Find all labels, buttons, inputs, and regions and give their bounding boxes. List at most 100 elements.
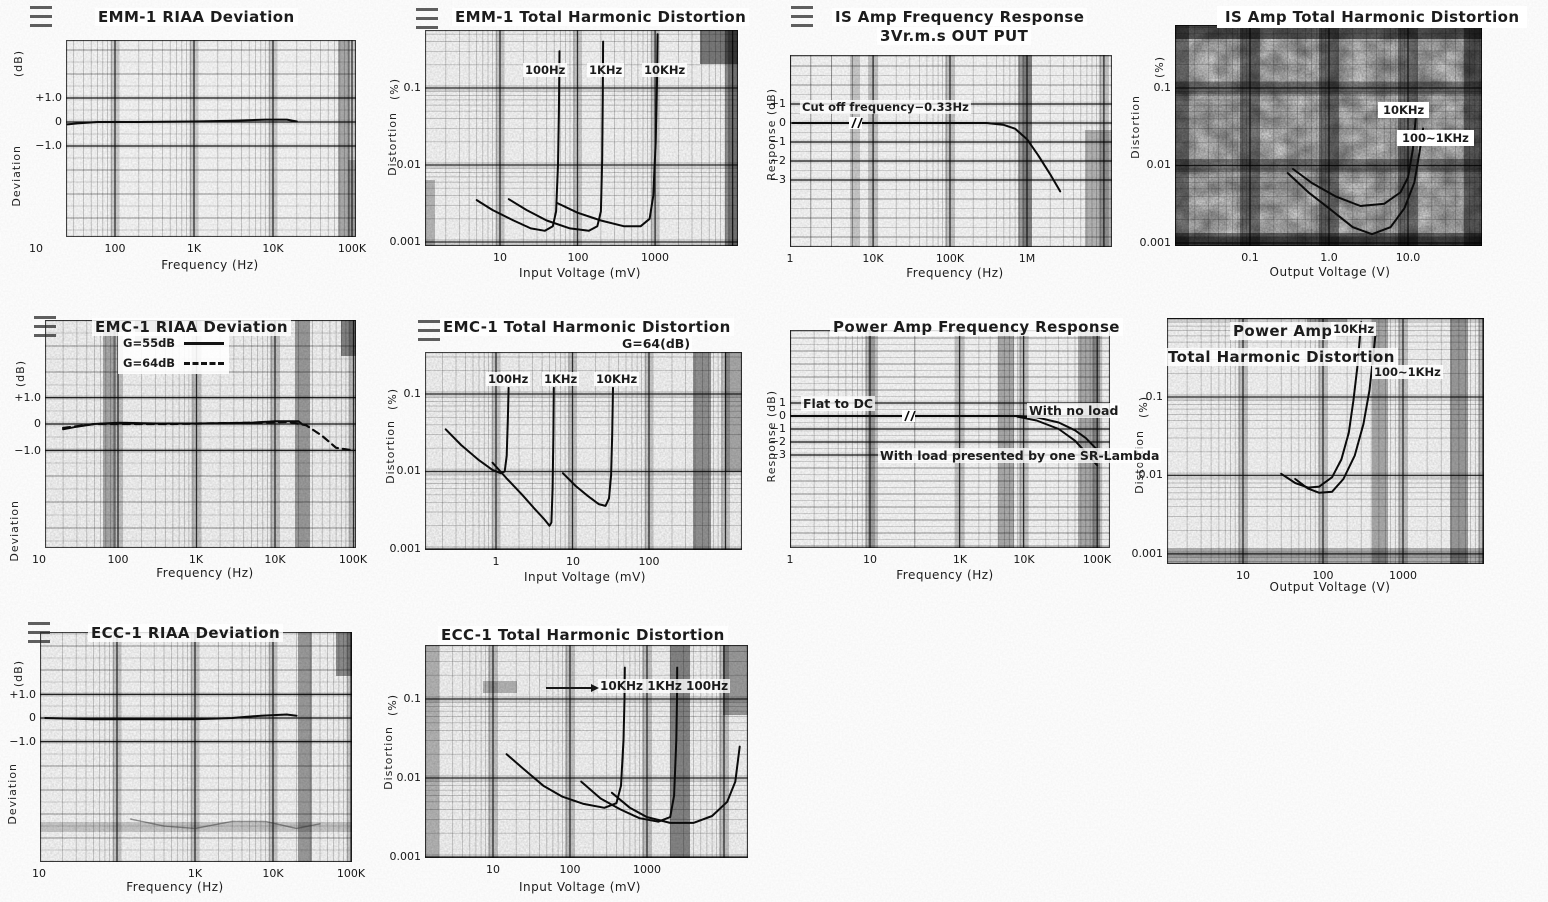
x-tick-label: 1K — [952, 553, 968, 566]
x-axis-label: Output Voltage (V) — [1269, 580, 1391, 594]
x-tick-label: 100 — [638, 555, 660, 568]
chart-title: Power Amp — [1230, 322, 1336, 340]
y-tick-label: 0.01 — [396, 158, 422, 171]
curve-label: 10KHz — [642, 63, 688, 77]
y-tick-label: 0.01 — [1138, 468, 1164, 481]
x-tick-label: 100K — [336, 867, 366, 880]
scan-grain-overlay — [66, 40, 356, 237]
chart-title: IS Amp Total Harmonic Distortion — [1217, 6, 1528, 28]
x-tick-label: 1 — [786, 252, 794, 265]
curve-label: 10KHz — [1378, 102, 1430, 118]
y-tick-label: 0.1 — [403, 387, 422, 400]
x-axis-label: Output Voltage (V) — [1269, 265, 1391, 279]
curve-g-64db — [62, 420, 355, 452]
axis-break-icon — [904, 410, 910, 422]
legend-row: G=55dB — [123, 333, 225, 353]
y-tick-label: 0.001 — [1131, 547, 1164, 560]
legend-label: G=64dB — [123, 356, 176, 370]
y-tick-label: −1 — [769, 422, 786, 435]
x-tick-label: 1000 — [641, 251, 669, 264]
x-axis-label: Frequency (Hz) — [156, 566, 254, 580]
x-tick-label: 100K — [1082, 553, 1112, 566]
x-axis-label: Input Voltage (mV) — [519, 266, 641, 280]
chart-emm1-riaa-deviation: EMM-1 RIAA Deviation (dB) Deviation Freq… — [0, 0, 372, 300]
plot-area — [40, 632, 352, 862]
y-tick-label: 0.01 — [1146, 158, 1172, 171]
y-tick-label: −1.0 — [14, 444, 41, 457]
chart-subtitle: Total Harmonic Distortion — [1165, 348, 1398, 366]
scan-registration-marks — [34, 316, 56, 340]
x-tick-label: 100 — [559, 863, 581, 876]
x-tick-label: 1K — [186, 242, 202, 255]
chart-ecc1-riaa-deviation: ECC-1 RIAA Deviation (dB) Deviation Freq… — [0, 618, 372, 902]
x-tick-label: 1M — [1018, 252, 1036, 265]
plot-area — [790, 55, 1112, 247]
y-tick-label: −2 — [769, 435, 786, 448]
y-tick-label: 0 — [29, 711, 36, 724]
curve-1khz — [507, 40, 605, 232]
x-tick-label: 1 — [786, 553, 794, 566]
annotation: With load presented by one SR-Lambda — [878, 448, 1162, 463]
y-tick-label: 0.001 — [389, 850, 422, 863]
y-tick-label: 0.01 — [396, 464, 422, 477]
x-tick-label: 10.0 — [1395, 251, 1421, 264]
scan-grain-overlay — [40, 632, 352, 862]
x-tick-label: 1000 — [633, 863, 661, 876]
curve-label: 100~1KHz — [1372, 365, 1443, 379]
legend-line-sample — [184, 361, 225, 365]
curve-label: 10KHz — [1331, 322, 1377, 336]
chart-power-amp-total-harmonic-distortion: Power Amp Total Harmonic Distortion (%) … — [1125, 308, 1548, 600]
curve-label: 100Hz — [486, 372, 531, 386]
x-tick-label: 10 — [29, 242, 43, 255]
y-axis-unit-label: (dB) — [12, 50, 25, 78]
annotation: Cut off frequency−0.33Hz — [800, 100, 971, 114]
chart-is-amp-frequency-response: IS Amp Frequency Response 3Vr.m.s OUT PU… — [765, 0, 1148, 300]
chart-title: ECC-1 RIAA Deviation — [88, 624, 284, 642]
x-tick-label: 100 — [567, 251, 589, 264]
x-tick-label: 1000 — [1389, 569, 1417, 582]
x-tick-label: 100K — [338, 553, 368, 566]
chart-ecc1-total-harmonic-distortion: ECC-1 Total Harmonic Distortion (%) Dist… — [380, 618, 762, 902]
x-axis-label: Frequency (Hz) — [126, 880, 224, 894]
legend: G=55dB G=64dB — [118, 332, 230, 374]
curve-riaa-deviation — [66, 118, 298, 126]
y-tick-label: 0.001 — [389, 235, 422, 248]
x-tick-label: 100 — [1312, 569, 1334, 582]
curve-10khz — [505, 666, 626, 809]
legend-line-sample — [184, 341, 225, 345]
y-axis-label: Distortion — [1129, 95, 1142, 159]
curve-10khz — [556, 33, 659, 228]
y-tick-label: 0 — [34, 417, 41, 430]
curve-label: 100Hz — [523, 63, 568, 77]
y-tick-label: −1.0 — [9, 735, 36, 748]
curve-10khz — [561, 386, 614, 507]
curve-1khz — [491, 386, 555, 527]
y-tick-label: 0 — [779, 409, 786, 422]
chart-subtitle: 3Vr.m.s OUT PUT — [877, 27, 1032, 45]
y-tick-label: 0.1 — [1153, 81, 1172, 94]
plot-area — [425, 30, 738, 246]
x-tick-label: 100K — [935, 252, 965, 265]
plot-area — [425, 645, 748, 858]
x-tick-label: 100K — [337, 242, 367, 255]
plot-area — [66, 40, 356, 237]
curve-label: 10KHz — [594, 372, 640, 386]
x-axis-label: Frequency (Hz) — [161, 258, 259, 272]
y-tick-label: 0 — [55, 115, 62, 128]
chart-is-amp-total-harmonic-distortion: IS Amp Total Harmonic Distortion (%) Dis… — [1125, 0, 1548, 300]
curve-response — [791, 122, 1062, 193]
legend-arrow-icon — [546, 683, 599, 692]
x-tick-label: 10 — [32, 553, 46, 566]
chart-title: IS Amp Frequency Response — [832, 8, 1088, 26]
chart-emc1-total-harmonic-distortion: EMC-1 Total Harmonic Distortion (%) Dist… — [380, 308, 762, 600]
x-axis-label: Input Voltage (mV) — [519, 880, 641, 894]
curve-riaa-deviation — [44, 713, 298, 721]
x-tick-label: 0.1 — [1241, 251, 1259, 264]
plot-area — [1175, 25, 1482, 246]
axis-break-icon — [857, 117, 863, 129]
y-tick-label: +1 — [769, 97, 786, 110]
curve-100-1khz — [1286, 127, 1425, 236]
plot-area — [425, 352, 742, 550]
annotation: 10KHz 1KHz 100Hz — [598, 679, 731, 693]
x-tick-label: 10K — [1013, 553, 1035, 566]
